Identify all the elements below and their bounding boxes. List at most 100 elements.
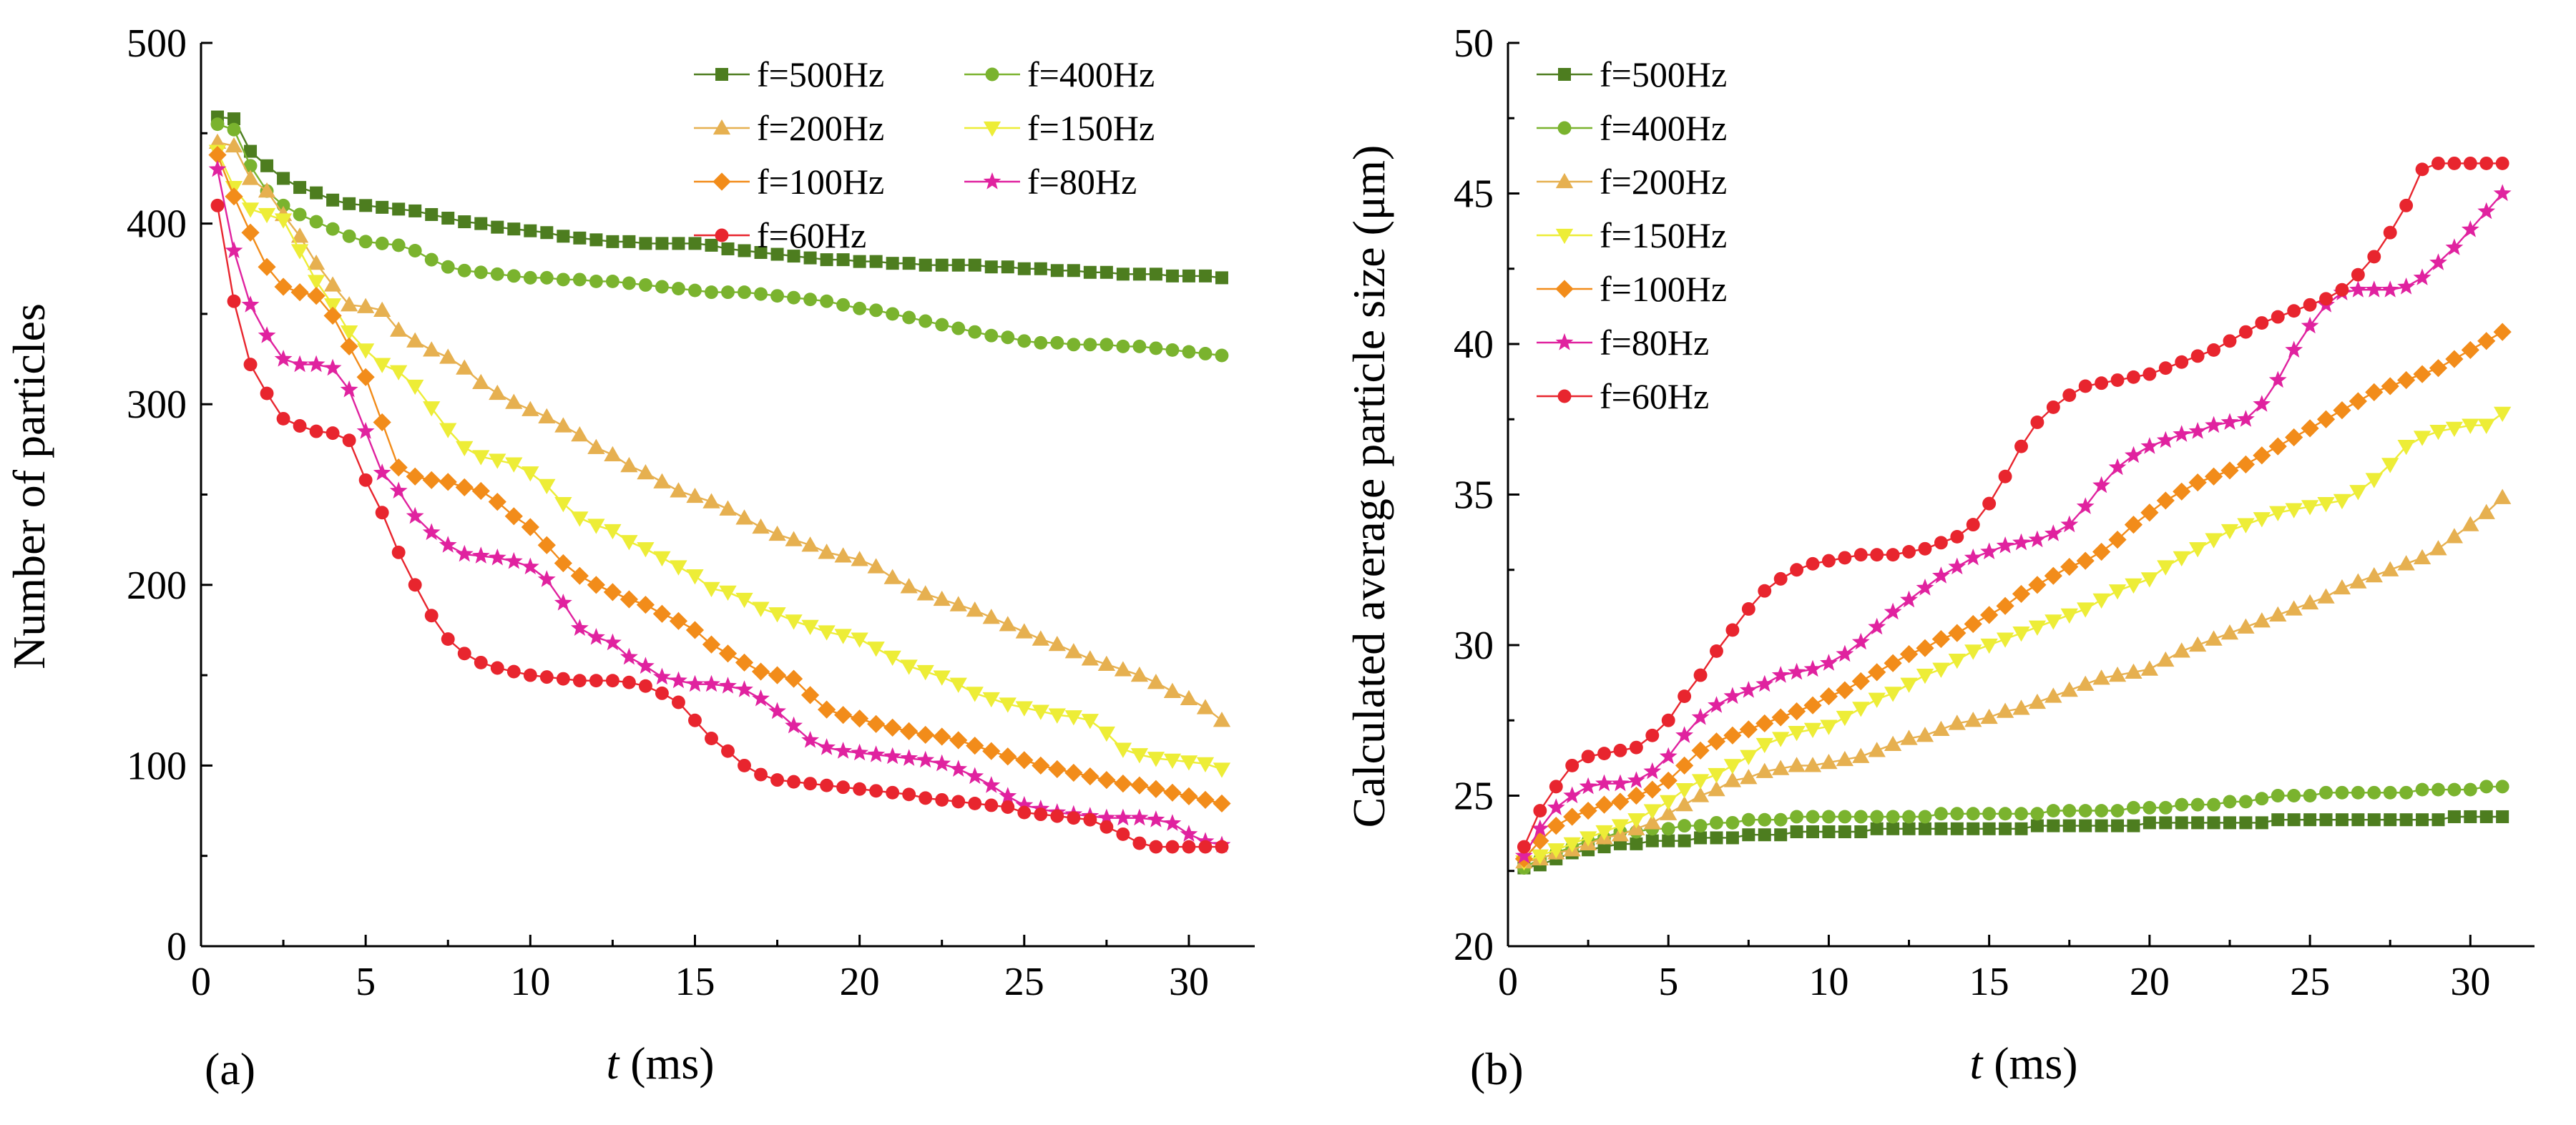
panel-a-data-point <box>274 213 293 229</box>
panel-a-data-point <box>1100 338 1114 352</box>
panel-b-data-point <box>1660 795 1678 811</box>
panel-b-data-point <box>1531 849 1549 865</box>
panel-b-data-point <box>1627 771 1645 788</box>
panel-b-data-point <box>2207 797 2221 812</box>
panel-a-data-point <box>1163 814 1182 831</box>
panel-b-data-point <box>2173 642 2190 658</box>
panel-b-x-tick-label: 5 <box>1658 960 1678 1004</box>
panel-b-data-point <box>2367 785 2381 800</box>
panel-b-legend-label: f=100Hz <box>1600 269 1727 309</box>
panel-b-data-point <box>2253 446 2271 465</box>
panel-a-data-point <box>916 725 935 745</box>
panel-b-data-point <box>1662 834 1675 848</box>
panel-b-data-point <box>2255 816 2268 830</box>
panel-b-data-point <box>2044 614 2062 630</box>
panel-b-data-point <box>2205 630 2223 646</box>
panel-b-data-point <box>2463 782 2477 797</box>
panel-b-data-point <box>2397 370 2416 390</box>
panel-a-data-point <box>999 747 1017 766</box>
panel-a-data-point <box>521 518 539 536</box>
panel-b-data-point <box>1595 795 1614 814</box>
panel-b-data-point <box>1931 629 1950 649</box>
panel-b-data-point <box>1851 672 1870 691</box>
panel-b-legend-label: f=150Hz <box>1600 215 1727 255</box>
panel-a-data-point <box>290 244 309 260</box>
panel-b-legend-marker <box>1557 121 1572 135</box>
panel-a-data-point <box>1132 339 1147 353</box>
panel-a-data-point <box>653 473 671 488</box>
panel-b-data-point <box>2108 458 2127 476</box>
panel-a-data-point <box>951 795 966 809</box>
panel-b-data-point <box>2028 576 2047 594</box>
panel-a-data-point <box>801 619 819 636</box>
panel-b-series-f=200Hz <box>1515 488 2512 869</box>
panel-a-data-point <box>886 785 900 800</box>
panel-a-data-point <box>702 581 720 598</box>
panel-b-data-point <box>1916 579 1934 596</box>
panel-a-data-point <box>900 722 919 741</box>
panel-a-data-point <box>785 716 803 734</box>
panel-a-data-point <box>966 737 984 755</box>
panel-b-legend-item: f=150Hz <box>1537 215 1727 255</box>
panel-a-data-point <box>1149 840 1163 854</box>
panel-b-data-point <box>2060 608 2078 624</box>
panel-a-x-axis-label: t (ms) <box>606 1038 714 1089</box>
panel-a-data-point <box>390 321 408 337</box>
panel-b-data-point <box>1886 810 1900 824</box>
panel-a-data-point <box>537 536 556 554</box>
panel-a-x-tick-label: 20 <box>840 960 880 1004</box>
panel-a-x-tick-label: 30 <box>1169 960 1209 1004</box>
panel-a-data-point <box>225 241 243 258</box>
panel-b-data-point <box>1868 742 1886 757</box>
panel-a-series-line <box>216 205 1222 848</box>
panel-a-data-point <box>406 379 424 396</box>
panel-b-data-point <box>2319 813 2333 827</box>
panel-b-data-point <box>1549 780 1563 794</box>
panel-b-series-f=400Hz <box>1517 780 2509 875</box>
panel-b-data-point <box>1966 807 1980 821</box>
panel-b-data-point <box>2220 624 2239 640</box>
panel-a-data-point <box>669 611 688 630</box>
panel-a-data-point <box>604 633 622 651</box>
panel-b-data-point <box>2479 810 2493 823</box>
panel-b-data-point <box>1803 757 1822 772</box>
panel-b-x-tick-label: 10 <box>1808 960 1848 1004</box>
panel-b-data-point <box>2028 530 2047 548</box>
panel-b-data-point <box>2108 531 2127 549</box>
panel-b-data-point <box>2494 488 2512 504</box>
panel-a-data-point <box>982 609 1000 624</box>
panel-a-data-point <box>851 743 868 761</box>
panel-a-data-point <box>637 464 655 480</box>
panel-a-data-point <box>310 186 323 200</box>
panel-a-data-point <box>1116 267 1130 281</box>
panel-a-data-point <box>768 666 787 684</box>
panel-b-data-point <box>2140 437 2159 454</box>
panel-a-data-point <box>293 207 307 222</box>
panel-a-data-point <box>1198 269 1212 283</box>
panel-b-data-point <box>2349 485 2367 501</box>
panel-b-data-point <box>2014 439 2028 453</box>
panel-a-data-point <box>738 758 751 772</box>
panel-a-data-point <box>307 275 325 290</box>
panel-b-data-point <box>1725 815 1740 830</box>
panel-a-data-point <box>1081 650 1099 666</box>
panel-a-data-point <box>603 583 622 601</box>
panel-a-data-point <box>359 199 373 212</box>
panel-b-data-point <box>2079 819 2092 832</box>
panel-b-data-point <box>2271 789 2285 802</box>
panel-a-data-point <box>752 518 770 534</box>
panel-a-data-point <box>358 235 373 249</box>
panel-a-data-point <box>999 697 1017 713</box>
panel-a-series-f=500Hz <box>211 110 1228 285</box>
panel-a-data-point <box>933 670 951 686</box>
panel-b-data-point <box>1868 663 1886 682</box>
panel-a-data-point <box>1114 742 1132 758</box>
panel-a-data-point <box>935 792 949 807</box>
panel-a-data-point <box>356 368 375 386</box>
panel-b-data-point <box>1611 792 1630 811</box>
panel-b-data-point <box>2381 458 2399 473</box>
panel-b-data-point <box>2464 810 2477 823</box>
panel-b-data-point <box>1678 819 1692 833</box>
panel-a-data-point <box>768 525 786 541</box>
